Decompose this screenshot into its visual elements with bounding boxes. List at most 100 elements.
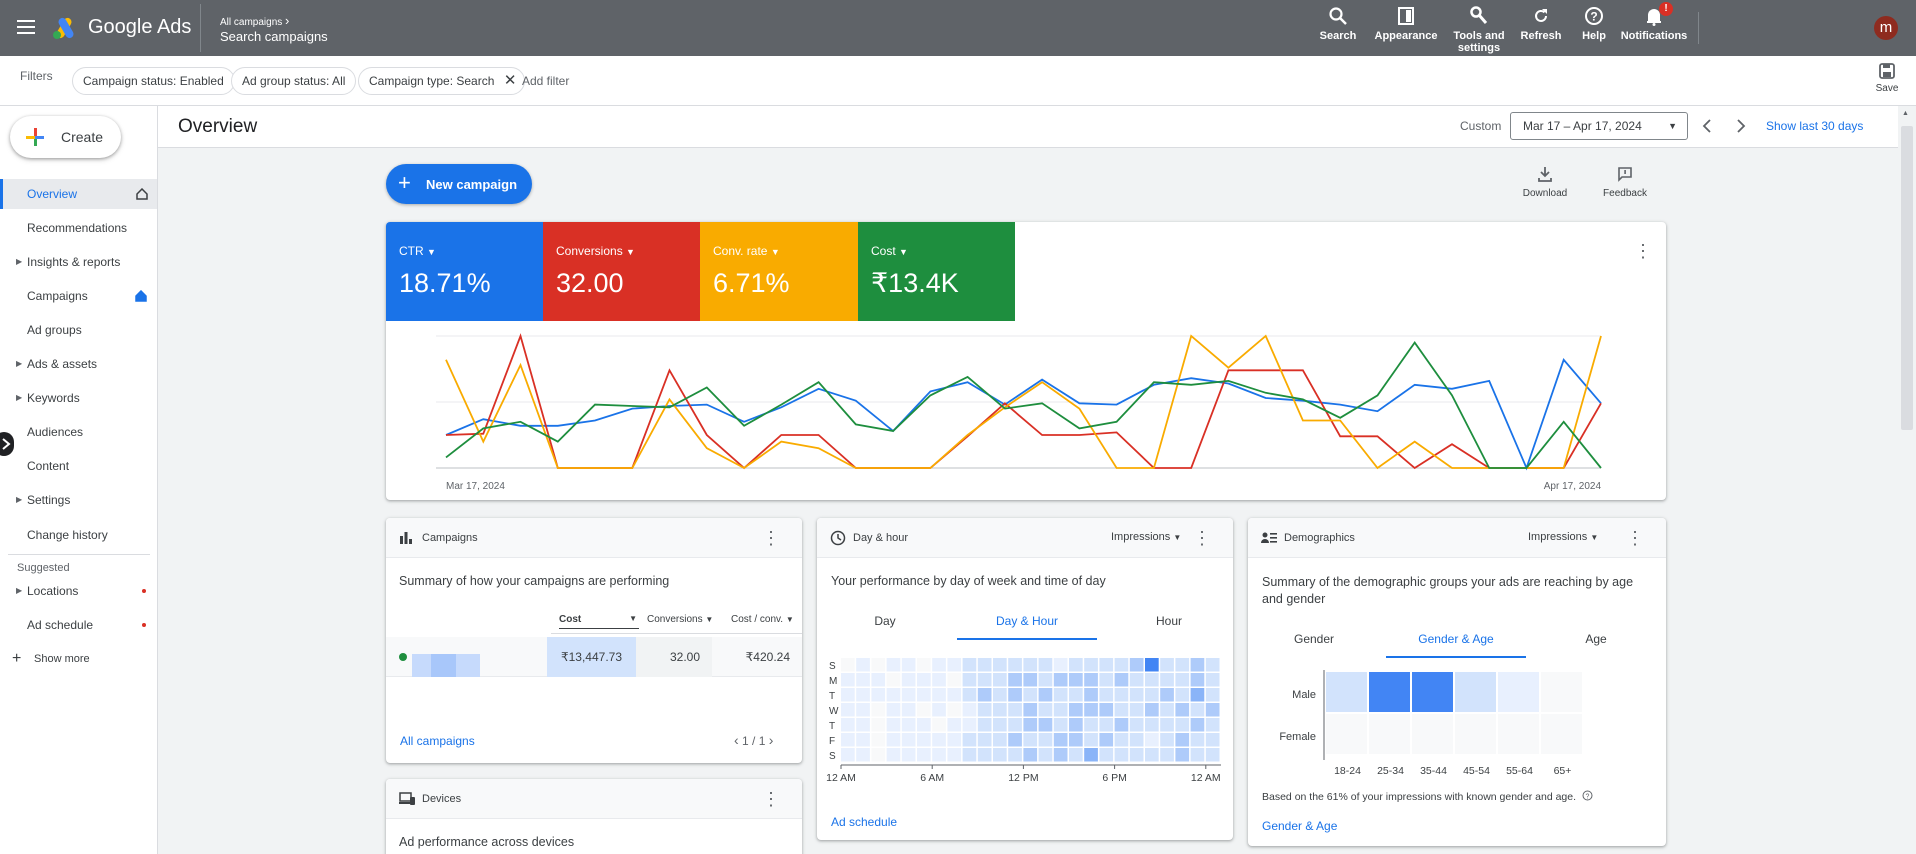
- ad-schedule-link[interactable]: Ad schedule: [831, 815, 898, 829]
- tab-day-hour[interactable]: Day & Hour: [957, 614, 1097, 640]
- help-icon[interactable]: ?: [1582, 790, 1593, 801]
- heatmap-cell: [1145, 718, 1159, 732]
- tab-gender[interactable]: Gender: [1293, 632, 1335, 646]
- heatmap-cell: [1084, 703, 1098, 717]
- more-options-icon[interactable]: ⋮: [1193, 528, 1211, 548]
- heatmap-cell: [901, 748, 916, 762]
- metric-tile-ctr[interactable]: CTR ▼ 18.71%: [386, 222, 543, 321]
- scrollbar-thumb[interactable]: [1901, 126, 1913, 430]
- tab-day[interactable]: Day: [874, 614, 896, 628]
- date-range-picker[interactable]: Mar 17 – Apr 17, 2024 ▼: [1510, 112, 1688, 140]
- metric-selector[interactable]: Impressions ▼: [1528, 531, 1599, 543]
- heatmap-cell: [1114, 718, 1129, 732]
- tab-age[interactable]: Age: [1585, 632, 1607, 646]
- more-options-icon[interactable]: ⋮: [1626, 528, 1644, 548]
- notifications-button[interactable]: Notifications: [1616, 6, 1692, 42]
- download-button[interactable]: Download: [1518, 166, 1572, 199]
- sidebar-item-ad-schedule[interactable]: Ad schedule: [0, 610, 157, 640]
- card-summary: Summary of the demographic groups your a…: [1262, 575, 1634, 606]
- appearance-icon: [1398, 7, 1414, 25]
- tab-gender-age[interactable]: Gender & Age: [1386, 632, 1526, 658]
- avatar[interactable]: m: [1874, 16, 1898, 40]
- heatmap-cell: [947, 688, 962, 702]
- filter-chip-label: Campaign type: Search: [369, 74, 495, 88]
- heatmap-cell: [1023, 733, 1038, 747]
- dropdown-arrow-icon: ▼: [705, 615, 714, 624]
- heatmap-cell: [932, 748, 946, 762]
- heatmap-cell: [1114, 748, 1129, 762]
- heatmap-cell: [901, 658, 916, 672]
- add-filter-button[interactable]: Add filter: [522, 74, 570, 88]
- heatmap-cell: [871, 673, 886, 687]
- sidebar-item-settings[interactable]: ▶ Settings: [0, 485, 157, 515]
- sidebar-item-insights-reports[interactable]: ▶ Insights & reports: [0, 247, 157, 277]
- chevron-right-icon[interactable]: ›: [768, 732, 774, 748]
- column-header-conversions[interactable]: Conversions ▼: [647, 614, 714, 625]
- gender-age-link[interactable]: Gender & Age: [1262, 819, 1338, 833]
- column-header-cost[interactable]: Cost ▼: [559, 614, 639, 629]
- expand-arrow-icon: ▶: [16, 586, 23, 595]
- breadcrumb-parent[interactable]: All campaigns ›: [220, 13, 290, 28]
- page-scrollbar[interactable]: ▲: [1898, 106, 1916, 854]
- sidebar-item-overview[interactable]: Overview: [0, 179, 157, 209]
- refresh-button[interactable]: Refresh: [1518, 6, 1564, 42]
- heatmap-cell: [1008, 733, 1022, 747]
- search-button[interactable]: Search: [1318, 6, 1358, 42]
- filter-chip-campaign-type[interactable]: Campaign type: Search ✕: [358, 67, 526, 95]
- tab-hour[interactable]: Hour: [1155, 614, 1182, 628]
- devices-icon: [399, 792, 415, 805]
- chevron-right-icon[interactable]: [1734, 118, 1748, 134]
- age-label: 65+: [1554, 765, 1572, 777]
- heatmap-cell: [1053, 673, 1068, 687]
- heatmap-cell: [962, 658, 977, 672]
- table-row[interactable]: ₹13,447.73 32.00 ₹420.24: [386, 637, 802, 677]
- hour-label: 12 PM: [1008, 772, 1038, 784]
- heatmap-cell: [1099, 658, 1114, 672]
- sidebar-item-recommendations[interactable]: Recommendations: [27, 221, 128, 235]
- show-more-button[interactable]: + Show more: [0, 644, 157, 674]
- card-summary: Ad performance across devices: [399, 835, 575, 849]
- close-icon[interactable]: ✕: [503, 72, 517, 89]
- metric-tile-cost[interactable]: Cost ▼ ₹13.4K: [858, 222, 1015, 321]
- sidebar-item-audiences[interactable]: Audiences: [27, 425, 84, 439]
- more-options-icon[interactable]: ⋮: [762, 528, 780, 548]
- sidebar-item-ads-assets[interactable]: ▶ Ads & assets: [0, 349, 157, 379]
- sidebar-item-ad-groups[interactable]: Ad groups: [27, 323, 82, 337]
- heatmap-cell: [1023, 673, 1038, 687]
- tools-and-settings-button[interactable]: Tools and settings: [1448, 6, 1510, 54]
- new-campaign-button[interactable]: + New campaign: [386, 164, 532, 204]
- heatmap-cell: [886, 658, 901, 672]
- sidebar-item-campaigns[interactable]: Campaigns: [0, 281, 157, 311]
- filter-chip-ad-group-status[interactable]: Ad group status: All: [231, 67, 357, 95]
- help-button[interactable]: ? Help: [1578, 6, 1610, 42]
- sidebar-item-change-history[interactable]: Change history: [27, 528, 108, 542]
- heatmap-cell: [1038, 658, 1053, 672]
- metric-selector[interactable]: Impressions ▼: [1111, 531, 1182, 543]
- cost-cell: ₹13,447.73: [547, 637, 636, 677]
- create-button[interactable]: Create: [10, 116, 121, 158]
- sidebar-item-locations[interactable]: ▶ Locations: [0, 576, 157, 606]
- feedback-button[interactable]: Feedback: [1598, 166, 1652, 199]
- more-options-icon[interactable]: ⋮: [1634, 241, 1652, 261]
- save-button[interactable]: Save: [1874, 61, 1900, 94]
- metric-tile-conversions[interactable]: Conversions ▼ 32.00: [543, 222, 700, 321]
- heatmap-cell: [1023, 703, 1038, 717]
- more-options-icon[interactable]: ⋮: [762, 789, 780, 809]
- sidebar-item-keywords[interactable]: ▶ Keywords: [0, 383, 157, 413]
- home-icon: [136, 188, 148, 200]
- sidebar-item-content[interactable]: Content: [27, 459, 70, 473]
- heatmap-cell: [977, 688, 992, 702]
- metric-label: Cost ▼: [871, 244, 908, 258]
- all-campaigns-link[interactable]: All campaigns: [400, 734, 475, 748]
- menu-icon[interactable]: [17, 19, 37, 35]
- appearance-button[interactable]: Appearance: [1374, 6, 1438, 42]
- column-header-cost-per-conv[interactable]: Cost / conv. ▼: [731, 614, 794, 625]
- show-last-30-days-link[interactable]: Show last 30 days: [1766, 119, 1864, 133]
- filter-chip-campaign-status[interactable]: Campaign status: Enabled: [72, 67, 235, 95]
- metric-tile-conv-rate[interactable]: Conv. rate ▼ 6.71%: [700, 222, 858, 321]
- scroll-up-arrow-icon[interactable]: ▲: [1902, 110, 1909, 117]
- collapse-sidebar-button[interactable]: [0, 432, 14, 456]
- chevron-left-icon[interactable]: ‹: [734, 732, 739, 748]
- clock-icon: [830, 530, 846, 546]
- chevron-left-icon[interactable]: [1700, 118, 1714, 134]
